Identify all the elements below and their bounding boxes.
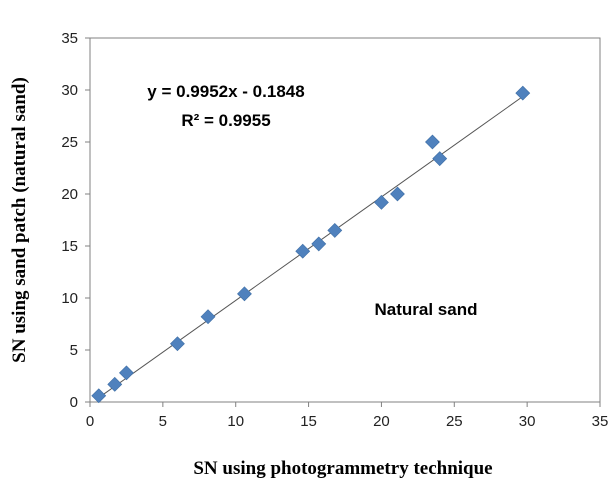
data-point xyxy=(374,194,389,210)
x-tick-label: 15 xyxy=(300,413,317,430)
y-tick-label: 10 xyxy=(61,290,78,307)
x-tick-label: 5 xyxy=(159,413,167,430)
x-tick-label: 25 xyxy=(446,413,463,430)
data-point xyxy=(91,388,107,404)
data-point xyxy=(119,365,134,381)
data-point xyxy=(327,222,343,238)
x-tick-label: 10 xyxy=(227,413,244,430)
r-squared-label: R² = 0.9955 xyxy=(181,111,270,130)
x-tick-label: 35 xyxy=(592,413,609,430)
data-point xyxy=(107,376,123,392)
y-axis: 0 5 10 15 20 25 30 35 xyxy=(61,30,90,411)
y-tick-label: 15 xyxy=(61,238,78,255)
data-point xyxy=(170,336,185,352)
x-tick-label: 20 xyxy=(373,413,390,430)
series-annotation: Natural sand xyxy=(375,300,478,319)
y-tick-label: 30 xyxy=(61,82,78,99)
y-tick-label: 0 xyxy=(70,394,78,411)
y-tick-label: 35 xyxy=(61,30,78,47)
y-tick-label: 25 xyxy=(61,134,78,151)
y-tick-label: 20 xyxy=(61,186,78,203)
data-point xyxy=(295,243,311,259)
data-points xyxy=(91,85,531,404)
data-point xyxy=(390,186,405,202)
x-axis: 0 5 10 15 20 25 30 35 xyxy=(86,402,609,430)
x-tick-label: 0 xyxy=(86,413,94,430)
data-point xyxy=(432,151,448,167)
data-point xyxy=(200,309,216,325)
y-tick-label: 5 xyxy=(70,342,78,359)
y-axis-title: SN using sand patch (natural sand) xyxy=(9,77,30,363)
equation-label: y = 0.9952x - 0.1848 xyxy=(147,82,304,101)
x-tick-label: 30 xyxy=(519,413,536,430)
x-axis-title: SN using photogrammetry technique xyxy=(193,458,492,479)
data-point xyxy=(425,134,440,150)
data-point xyxy=(515,85,531,101)
trendline xyxy=(98,96,524,399)
data-point xyxy=(237,286,252,302)
data-point xyxy=(311,236,327,252)
